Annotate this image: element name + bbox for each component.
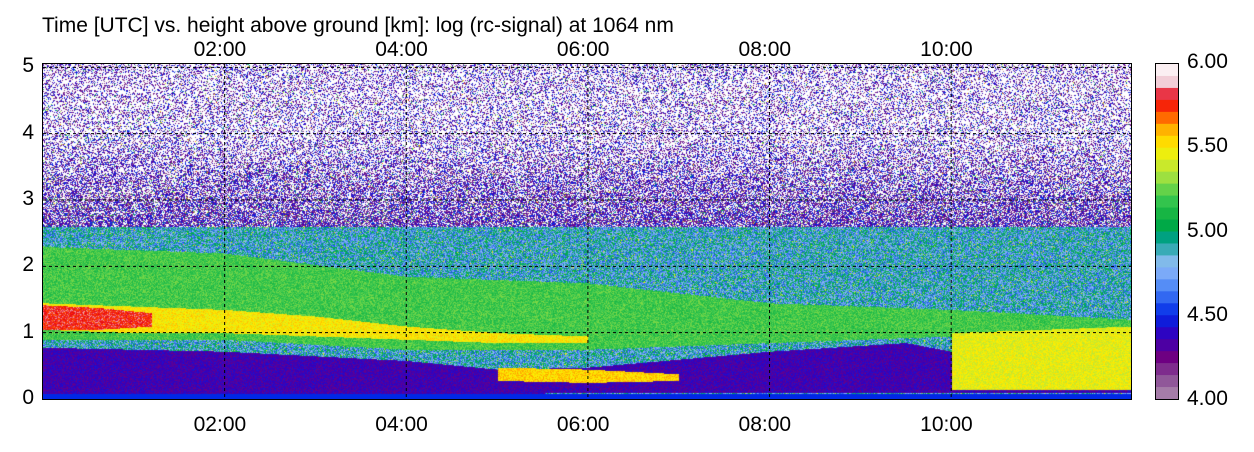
chart-title: Time [UTC] vs. height above ground [km]:…	[42, 14, 674, 37]
colorbar-swatch	[1156, 327, 1178, 340]
colorbar-swatch	[1156, 219, 1178, 233]
x-tick-label: 10:00	[920, 38, 973, 61]
colorbar-swatch	[1156, 87, 1178, 101]
y-tick-label: 1	[22, 319, 34, 343]
colorbar-swatch	[1156, 135, 1178, 149]
colorbar-swatch	[1156, 339, 1178, 352]
colorbar-swatch	[1156, 363, 1178, 376]
x-tick-label: 04:00	[375, 38, 428, 61]
colorbar-swatch	[1156, 195, 1178, 209]
colorbar-swatch	[1156, 99, 1178, 113]
x-tick-label: 02:00	[193, 38, 247, 61]
colorbar-swatch	[1156, 147, 1178, 161]
colorbar-swatch	[1156, 159, 1178, 173]
colorbar-tick-label: 4.00	[1187, 387, 1228, 410]
colorbar-swatch	[1156, 64, 1178, 77]
colorbar-swatch	[1156, 171, 1178, 185]
colorbar-tick-label: 6.00	[1187, 50, 1228, 73]
colorbar-swatch	[1156, 315, 1178, 328]
colorbar	[1155, 63, 1179, 400]
x-tick-label: 04:00	[375, 413, 428, 436]
colorbar-swatch	[1156, 123, 1178, 137]
colorbar-swatch	[1156, 267, 1178, 280]
x-tick-label: 02:00	[193, 413, 247, 436]
colorbar-swatch	[1156, 111, 1178, 125]
colorbar-swatch	[1156, 255, 1178, 268]
colorbar-swatch	[1156, 207, 1178, 221]
colorbar-swatch	[1156, 303, 1178, 316]
colorbar-swatch	[1156, 75, 1178, 89]
colorbar-tick-label: 4.50	[1187, 302, 1228, 326]
x-tick-label: 08:00	[738, 38, 792, 61]
colorbar-tick-label: 5.50	[1187, 134, 1228, 158]
colorbar-tick-label: 5.00	[1187, 218, 1228, 242]
x-tick-label: 10:00	[920, 413, 973, 436]
y-tick-label: 4	[22, 120, 34, 144]
x-tick-label: 06:00	[556, 38, 610, 61]
grid-lines	[43, 64, 1131, 399]
colorbar-swatch	[1156, 243, 1178, 257]
x-tick-label: 08:00	[738, 413, 792, 436]
y-tick-label: 0	[22, 386, 34, 409]
colorbar-swatch	[1156, 351, 1178, 364]
colorbar-swatch	[1156, 291, 1178, 304]
colorbar-swatch	[1156, 183, 1178, 197]
x-tick-label: 06:00	[556, 413, 610, 436]
colorbar-swatch	[1156, 231, 1178, 245]
colorbar-swatch	[1156, 279, 1178, 292]
y-tick-label: 3	[22, 186, 34, 210]
y-tick-label: 2	[22, 253, 34, 277]
plot-area	[42, 63, 1132, 400]
colorbar-gradient	[1156, 64, 1178, 399]
y-tick-label: 5	[22, 54, 34, 78]
colorbar-swatch	[1156, 375, 1178, 388]
colorbar-swatch	[1156, 387, 1178, 399]
